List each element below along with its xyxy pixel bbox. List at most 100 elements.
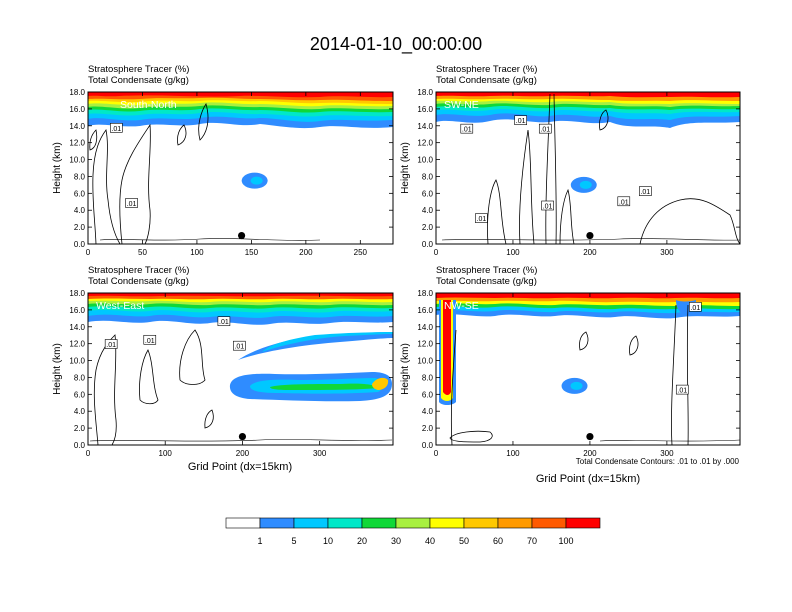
- band-level-7: [372, 377, 389, 390]
- panel-name-label: NW-SE: [444, 300, 479, 312]
- y-tick-label: 10.0: [417, 357, 433, 366]
- colorbar-label: 30: [391, 536, 401, 546]
- x-tick-label: 100: [506, 449, 520, 458]
- panel-nw-se: Stratosphere Tracer (%) Total Condensate…: [436, 265, 740, 445]
- contour-label-box: [541, 200, 554, 211]
- contour-line: [89, 129, 98, 151]
- colorbar-label: 20: [357, 536, 367, 546]
- contour-line: [450, 329, 457, 445]
- colorbar-swatch: [293, 517, 329, 529]
- band-level-2: [262, 332, 393, 352]
- contour-line: [519, 129, 535, 244]
- band-level-4: [270, 383, 378, 390]
- y-tick-label: 8.0: [74, 172, 86, 181]
- x-tick-label: 100: [159, 449, 173, 458]
- axes-layer: South-North .01 .01 0.0 2.0 4.0 6.0 8.0 10.0 12.0…: [52, 88, 741, 458]
- y-tick-label: 14.0: [69, 323, 85, 332]
- contour-note: Total Condensate Contours: .01 to .01 by…: [576, 457, 740, 466]
- colorbar-label: 60: [493, 536, 503, 546]
- x-tick-label: 100: [506, 248, 520, 257]
- colorbar-swatch: [361, 517, 397, 529]
- x-tick-label: 50: [138, 248, 147, 257]
- y-tick-label: 6.0: [422, 390, 434, 399]
- x-axis-title-west-east: Grid Point (dx=15km): [188, 461, 292, 473]
- axes-panel-4: NW-SE .01 .01 0.0 2.0 4.0 6.0 8.0 10.0 12.0 14.0 16…: [400, 289, 741, 458]
- contour-label: .01: [640, 189, 650, 196]
- contour-label-box: [143, 334, 157, 345]
- x-tick-label: 200: [583, 449, 597, 458]
- colorbar-swatch: [429, 517, 465, 529]
- panel-name-label: SW-NE: [444, 99, 479, 111]
- panel-name-label: West-East: [96, 300, 144, 312]
- contour-label: .01: [477, 216, 487, 223]
- contour-line: [545, 93, 557, 244]
- y-tick-label: 16.0: [417, 306, 433, 315]
- colorbar-swatch: [463, 517, 499, 529]
- colorbar-swatch: [497, 517, 533, 529]
- colorbar-label: 40: [425, 536, 435, 546]
- axes-panel-3: West-East .01 .01 .01 .01 0.0 2.0 4.0 6.0 8.0 10.0…: [52, 289, 394, 458]
- y-tick-label: 0.0: [422, 240, 434, 249]
- panel-south-north: Stratosphere Tracer (%) Total Condensate…: [88, 64, 393, 244]
- y-tick-label: 14.0: [417, 122, 433, 131]
- y-tick-label: 8.0: [74, 373, 86, 382]
- x-tick-label: 100: [190, 248, 204, 257]
- contour-label: .01: [462, 127, 472, 134]
- contour-label: .01: [111, 126, 121, 133]
- contour-line: [93, 334, 117, 445]
- x-tick-label: 200: [583, 248, 597, 257]
- contour-label-box: [125, 198, 138, 208]
- contour-label: .01: [677, 388, 687, 395]
- x-tick-label: 300: [660, 449, 674, 458]
- band-level-10: [436, 293, 740, 299]
- contour-line: [559, 188, 575, 244]
- plot-frame: [87, 292, 394, 446]
- colorbar-swatch: [565, 517, 601, 529]
- contour-label: .01: [690, 305, 700, 312]
- contour-line: [449, 430, 493, 443]
- contour-label: .01: [145, 338, 155, 345]
- panel-subtitle-condensate: Total Condensate (g/kg): [88, 75, 189, 86]
- colorbar-label: 100: [558, 536, 573, 546]
- location-marker: [586, 231, 594, 240]
- colorbar-label: 1: [257, 536, 262, 546]
- colorbar-swatch: [225, 517, 261, 529]
- y-tick-label: 10.0: [417, 156, 433, 165]
- contour-line: [139, 349, 159, 405]
- x-tick-label: 250: [354, 248, 368, 257]
- panel-west-east: Stratosphere Tracer (%) Total Condensate…: [88, 265, 393, 445]
- colorbar-label: 5: [291, 536, 296, 546]
- location-marker: [238, 432, 247, 441]
- colorbar-label: 50: [459, 536, 469, 546]
- plot-frame: [435, 292, 741, 446]
- y-tick-label: 14.0: [417, 323, 433, 332]
- y-tick-label: 8.0: [422, 172, 434, 181]
- contour-line: [198, 103, 209, 141]
- panel-name-label: South-North: [120, 99, 177, 111]
- panel-subtitle-tracer: Stratosphere Tracer (%): [88, 265, 189, 276]
- panel-subtitle-condensate: Total Condensate (g/kg): [88, 276, 189, 287]
- contour-line: [639, 198, 740, 244]
- band-level-10: [443, 300, 451, 395]
- plot-frame: [87, 91, 394, 245]
- colorbar-swatch: [395, 517, 431, 529]
- x-tick-label: 150: [245, 248, 259, 257]
- y-tick-label: 18.0: [69, 289, 85, 298]
- contour-label: .01: [127, 201, 137, 208]
- location-marker: [586, 432, 594, 441]
- contour-line: [579, 331, 589, 351]
- contour-label-box: [460, 123, 474, 134]
- contour-label-box: [538, 123, 552, 134]
- colorbar-swatch: [531, 517, 567, 529]
- y-tick-label: 6.0: [422, 189, 434, 198]
- colorbar-label: 70: [527, 536, 537, 546]
- contour-line: [204, 409, 214, 429]
- contour-label: .01: [516, 118, 526, 125]
- contour-label-box: [104, 339, 118, 349]
- colorbar-swatch: [327, 517, 363, 529]
- contour-line: [629, 335, 639, 356]
- y-tick-label: 0.0: [422, 441, 434, 450]
- colorbar-swatch: [259, 517, 295, 529]
- y-tick-label: 0.0: [74, 441, 86, 450]
- contour-label: .01: [234, 344, 244, 351]
